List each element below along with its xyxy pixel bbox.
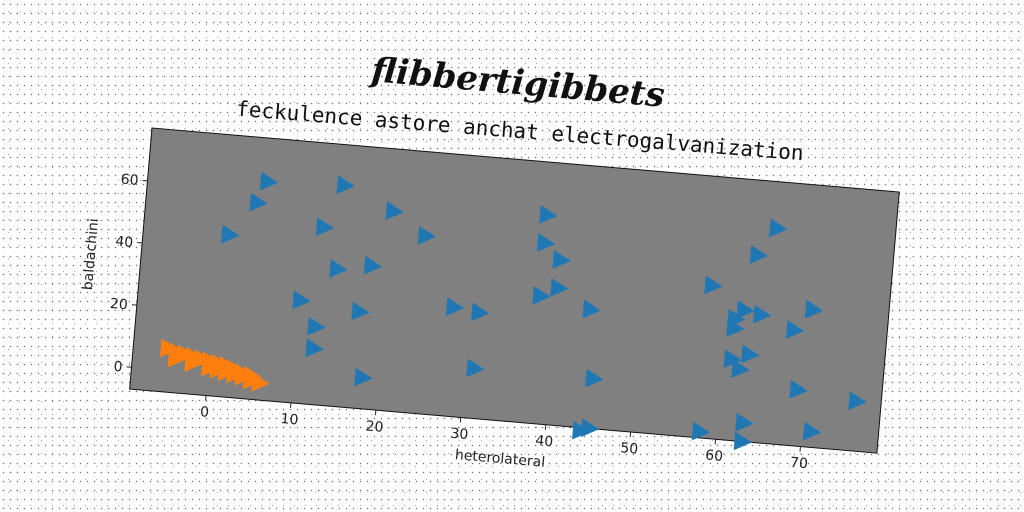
data-point bbox=[789, 380, 808, 399]
data-point bbox=[532, 285, 551, 305]
y-tick-label: 60 bbox=[120, 172, 139, 189]
x-tick-label: 0 bbox=[199, 404, 209, 421]
data-point bbox=[445, 297, 465, 316]
data-point bbox=[536, 233, 556, 252]
data-point bbox=[749, 245, 768, 264]
data-point bbox=[221, 224, 240, 244]
data-point bbox=[466, 358, 485, 378]
data-point bbox=[385, 201, 404, 221]
x-tick-label: 30 bbox=[450, 426, 469, 443]
data-point-series-2 bbox=[167, 348, 186, 368]
data-point bbox=[336, 175, 355, 194]
data-point bbox=[470, 302, 490, 322]
data-point bbox=[550, 278, 569, 297]
data-point bbox=[582, 299, 601, 319]
x-axis-label: heterolateral bbox=[454, 447, 545, 471]
data-point bbox=[539, 205, 558, 224]
data-point bbox=[329, 259, 348, 278]
data-point bbox=[307, 316, 326, 336]
data-point bbox=[363, 255, 383, 275]
data-point bbox=[580, 418, 600, 438]
data-point-series-2 bbox=[159, 338, 179, 358]
data-point bbox=[351, 301, 370, 321]
data-point bbox=[802, 421, 822, 441]
data-point bbox=[354, 367, 373, 387]
x-tick-label: 10 bbox=[280, 411, 299, 428]
data-point-series-2 bbox=[234, 366, 253, 386]
data-point bbox=[417, 226, 436, 245]
data-point bbox=[691, 421, 711, 441]
x-tick-label: 20 bbox=[365, 418, 384, 435]
data-point bbox=[315, 217, 335, 236]
x-tick-label: 50 bbox=[620, 440, 639, 457]
data-point bbox=[753, 304, 772, 324]
data-point-series-2 bbox=[209, 360, 228, 379]
data-point bbox=[769, 218, 788, 238]
data-point bbox=[785, 320, 805, 339]
data-point bbox=[731, 359, 750, 379]
x-tick-label: 70 bbox=[789, 455, 808, 472]
data-point bbox=[249, 192, 268, 212]
data-point bbox=[259, 171, 279, 191]
chart-suptitle: flibbertigibbets bbox=[367, 50, 666, 116]
data-point-series-2 bbox=[242, 370, 262, 390]
data-point bbox=[804, 299, 824, 319]
y-tick-label: 40 bbox=[115, 234, 134, 251]
data-point bbox=[736, 300, 755, 319]
data-point bbox=[585, 368, 604, 388]
data-point bbox=[741, 344, 760, 364]
data-point bbox=[735, 412, 754, 432]
x-tick-label: 60 bbox=[705, 447, 724, 464]
tick-marks: 0 10 20 30 40 50 60 70 0 20 40 60 bbox=[109, 172, 808, 473]
data-point-series-2 bbox=[217, 362, 237, 381]
data-point bbox=[292, 290, 311, 310]
y-tick-label: 20 bbox=[109, 296, 128, 313]
chart-axes: 0 10 20 30 40 50 60 70 0 20 40 60 heterolateral bal… bbox=[80, 127, 900, 473]
data-point-series-2 bbox=[201, 357, 220, 377]
data-point-series-2 bbox=[184, 353, 203, 372]
y-tick-label: 0 bbox=[113, 359, 123, 376]
data-point bbox=[726, 318, 745, 337]
plot-area bbox=[129, 127, 900, 454]
data-point bbox=[552, 250, 571, 269]
data-point bbox=[305, 338, 324, 358]
data-point bbox=[572, 420, 591, 440]
data-point-series-2 bbox=[226, 364, 245, 384]
data-point bbox=[704, 275, 723, 295]
data-point bbox=[848, 391, 867, 410]
x-tick-label: 40 bbox=[535, 433, 554, 450]
data-marks bbox=[159, 171, 867, 451]
data-point bbox=[733, 431, 752, 451]
data-point-series-2 bbox=[251, 372, 270, 392]
y-axis-label: baldachini bbox=[80, 218, 102, 291]
data-point bbox=[723, 349, 742, 368]
